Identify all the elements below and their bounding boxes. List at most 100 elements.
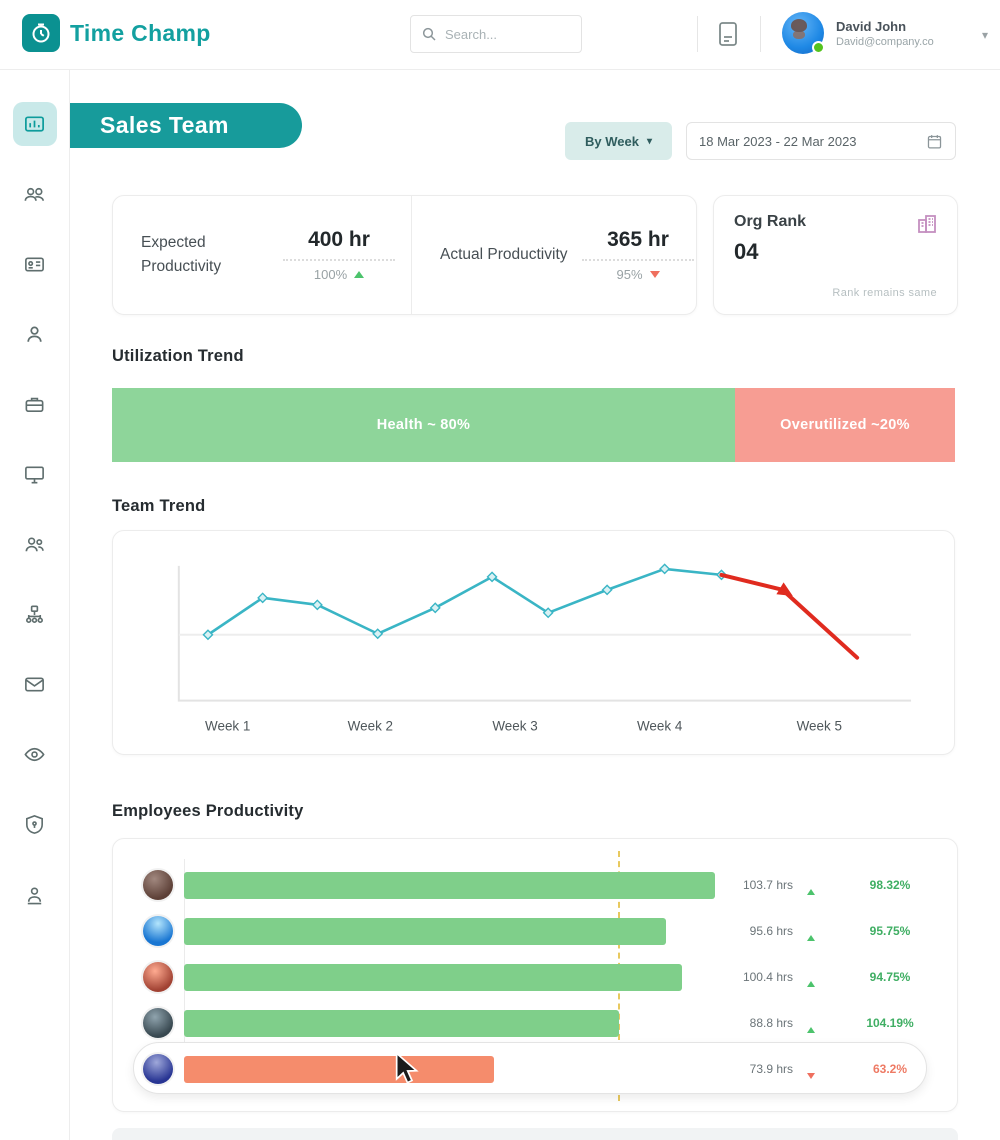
document-icon [719,22,737,46]
page-title-banner: Sales Team [70,103,302,148]
org-rank-value: 04 [734,239,759,264]
next-section-edge [112,1128,958,1140]
user-email: David@company.co [836,35,934,48]
employee-avatar [143,1054,173,1084]
percent-value: 104.19% [866,1016,914,1030]
sidebar-item-mail[interactable] [13,662,57,706]
employees-productivity-title: Employees Productivity [112,802,304,820]
org-rank-label: Org Rank [734,213,807,230]
period-filter-dropdown[interactable]: By Week ▾ [565,122,672,160]
chevron-down-icon: ▾ [646,135,652,147]
hours-value: 103.7 hrs [742,878,793,892]
sidebar-item-projects[interactable] [13,382,57,426]
id-card-icon [25,256,44,272]
trend-up-icon [354,271,365,278]
employee-avatar [143,916,173,946]
productivity-bar[interactable] [184,918,666,945]
employee-productivity-row[interactable]: 95.6 hrs 95.75% [113,914,957,948]
shield-icon [26,814,43,834]
svg-text:Week 4: Week 4 [637,719,683,734]
productivity-bar[interactable] [184,964,682,991]
productivity-stats-card: Expected Productivity 400 hr 100% Actual… [112,195,697,315]
employee-avatar [143,1008,173,1038]
expected-productivity-stat: Expected Productivity 400 hr 100% [113,196,411,314]
org-rank-note: Rank remains same [832,287,937,299]
employee-productivity-row[interactable]: 73.9 hrs 63.2% [113,1052,957,1086]
main-content: Sales Team By Week ▾ 18 Mar 2023 - 22 Ma… [70,70,1000,1140]
search-box[interactable] [410,15,582,53]
sidebar-item-teams[interactable] [13,172,57,216]
app-title: Time Champ [70,19,211,46]
utilization-overutilized-segment[interactable]: Overutilized ~20% [734,388,955,462]
teams-icon [24,187,44,201]
hours-value: 73.9 hrs [749,1062,793,1076]
hours-value: 95.6 hrs [749,924,793,938]
reports-button[interactable] [712,17,744,51]
sidebar-item-employee[interactable] [13,312,57,356]
sidebar-nav [0,70,70,1140]
percent-value: 95.75% [869,924,911,938]
date-range-value: 18 Mar 2023 - 22 Mar 2023 [699,133,857,149]
sidebar-item-profile[interactable] [13,872,57,916]
employees-productivity-panel: 103.7 hrs 98.32% 95.6 hrs 95.75% 100.4 h… [112,838,958,1112]
chevron-down-icon[interactable]: ▾ [982,28,989,42]
trend-down-icon [649,271,660,278]
expected-productivity-label: Expected Productivity [141,233,222,275]
employee-productivity-row[interactable]: 88.8 hrs 104.19% [113,1006,957,1040]
sidebar-item-tracking[interactable] [13,732,57,776]
monitor-icon [25,465,44,483]
top-header: Time Champ David John David@company.co ▾ [0,0,1000,70]
trend-icon [807,1020,815,1038]
user-menu[interactable]: David John David@company.co [782,12,934,54]
svg-text:Week 3: Week 3 [492,719,537,734]
utilization-healthy-segment[interactable]: Health ~ 80% [112,388,735,462]
team-trend-title: Team Trend [112,497,206,515]
trend-icon [807,882,815,900]
trend-icon [807,974,815,992]
user-avatar [782,12,825,54]
people-icon [25,536,44,551]
clock-icon [32,23,50,43]
utilization-healthy-label: Health ~ 80% [376,417,471,433]
online-status-dot [812,41,825,54]
actual-productivity-value: 365 hr [607,228,669,251]
employee-rows: 103.7 hrs 98.32% 95.6 hrs 95.75% 100.4 h… [113,839,957,1111]
team-trend-line-chart[interactable]: Week 1 Week 2 Week 3 Week 4 Week 5 [113,531,954,755]
actual-productivity-stat: Actual Productivity 365 hr 95% [411,196,710,314]
productivity-bar[interactable] [184,872,715,899]
utilization-trend-title: Utilization Trend [112,347,244,365]
dotted-divider [582,259,694,261]
sidebar-item-monitoring[interactable] [13,452,57,496]
productivity-bar[interactable] [184,1056,494,1083]
sidebar-item-attendance[interactable] [13,242,57,286]
percent-value: 98.32% [869,878,911,892]
sidebar-item-members[interactable] [13,522,57,566]
trend-icon [807,1066,815,1084]
actual-productivity-percent: 95% [616,267,643,282]
date-range-picker[interactable]: 18 Mar 2023 - 22 Mar 2023 [686,122,956,160]
expected-productivity-value: 400 hr [308,228,370,251]
employee-avatar [143,870,173,900]
trend-icon [807,928,815,946]
sidebar-item-dashboard[interactable] [12,102,57,146]
header-divider [697,16,698,52]
app-logo-icon [22,14,60,52]
employee-productivity-row[interactable]: 103.7 hrs 98.32% [113,868,957,902]
mouse-cursor [393,1051,423,1091]
team-trend-chart-panel: Week 1 Week 2 Week 3 Week 4 Week 5 [112,530,955,755]
app-logo[interactable]: Time Champ [22,14,211,52]
utilization-trend-bar: Health ~ 80% Overutilized ~20% [112,388,955,462]
calendar-icon [927,134,942,149]
sidebar-item-org-chart[interactable] [13,592,57,636]
dotted-divider [283,259,395,261]
productivity-bar[interactable] [184,1010,619,1037]
header-divider-2 [760,16,761,52]
user-badge-icon [27,886,42,904]
utilization-overutilized-label: Overutilized ~20% [780,417,910,433]
percent-value: 63.2% [872,1062,908,1076]
dashboard-icon [25,115,44,132]
search-input[interactable] [445,26,555,42]
sidebar-item-security[interactable] [13,802,57,846]
building-icon [915,212,939,241]
employee-productivity-row[interactable]: 100.4 hrs 94.75% [113,960,957,994]
